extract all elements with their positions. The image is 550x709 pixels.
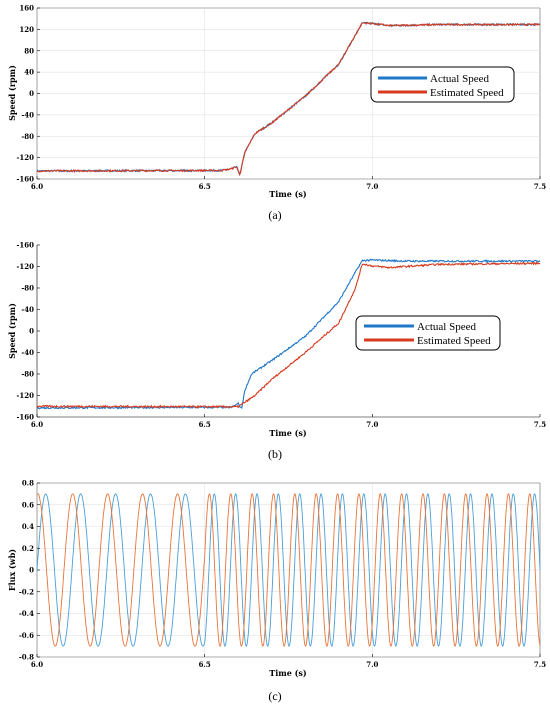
x-tick-label: 6.0 bbox=[31, 660, 43, 669]
y-tick-label: -120 bbox=[16, 391, 34, 400]
y-tick-label: 0 bbox=[29, 327, 34, 336]
y-tick-label: -160 bbox=[16, 175, 34, 184]
y-tick-label: -160 bbox=[16, 413, 34, 422]
panel-b-legend-label-actual: Actual Speed bbox=[417, 321, 476, 333]
y-tick-label: 0.4 bbox=[22, 522, 34, 531]
panel-c-y-tick-labels: 0.8 0.6 0.4 0.2 0 -0.2 -0.4 -0.6 -0.8 bbox=[19, 479, 40, 662]
x-tick-label: 7.0 bbox=[366, 420, 378, 429]
panel-b-caption: (b) bbox=[268, 447, 282, 461]
x-tick-label: 6.0 bbox=[31, 420, 43, 429]
panel-b-y-tick-labels: -160 -120 -80 -40 0 -40 -80 -120 -160 bbox=[16, 241, 40, 422]
panel-b: -160 -120 -80 -40 0 -40 -80 -120 -160 6.0 6.5 7.0 7… bbox=[7, 241, 546, 462]
panel-a-legend: Actual Speed Estimated Speed bbox=[370, 66, 515, 103]
y-tick-label: 0.6 bbox=[22, 500, 34, 509]
y-tick-label: 0 bbox=[29, 566, 34, 575]
y-tick-label: -80 bbox=[21, 370, 34, 379]
panel-a-legend-label-estimated: Estimated Speed bbox=[430, 87, 504, 99]
panel-a-series bbox=[36, 21, 541, 176]
y-tick-label: -0.6 bbox=[19, 631, 34, 640]
panel-b-x-tick-labels: 6.0 6.5 7.0 7.5 bbox=[31, 414, 546, 429]
x-tick-label: 6.0 bbox=[31, 182, 43, 191]
x-tick-label: 6.5 bbox=[199, 182, 211, 191]
y-tick-label: 120 bbox=[19, 25, 34, 34]
x-tick-label: 7.0 bbox=[366, 182, 378, 191]
x-tick-label: 6.5 bbox=[199, 660, 211, 669]
y-tick-label: -80 bbox=[21, 132, 34, 141]
y-tick-label: 80 bbox=[24, 46, 34, 55]
panel-c-caption: (c) bbox=[268, 689, 281, 703]
series-line-estimated-speed bbox=[36, 21, 541, 176]
x-tick-label: 6.5 bbox=[199, 420, 211, 429]
y-tick-label: -120 bbox=[16, 262, 34, 271]
series-line-flux-b bbox=[36, 493, 541, 647]
y-tick-label: -120 bbox=[16, 153, 34, 162]
panel-b-legend-label-estimated: Estimated Speed bbox=[417, 335, 491, 347]
x-tick-label: 7.0 bbox=[366, 660, 378, 669]
x-tick-label: 7.5 bbox=[534, 420, 546, 429]
y-tick-label: -40 bbox=[21, 348, 34, 357]
panel-b-y-axis-label: Speed (rpm) bbox=[7, 303, 17, 359]
y-tick-label: -40 bbox=[21, 305, 34, 314]
panel-c-x-tick-labels: 6.0 6.5 7.0 7.5 bbox=[31, 654, 546, 669]
panel-c-series bbox=[36, 493, 541, 647]
panel-a: 160 120 80 40 0 -40 -80 -120 -160 6.0 6.5 7.0 7.5 T… bbox=[7, 4, 546, 223]
panel-a-x-axis-label: Time (s) bbox=[269, 189, 307, 199]
panel-c-grid bbox=[36, 482, 541, 658]
y-tick-label: -0.4 bbox=[19, 609, 34, 618]
y-tick-label: 40 bbox=[24, 68, 34, 77]
panel-a-x-tick-labels: 6.0 6.5 7.0 7.5 bbox=[31, 176, 546, 191]
y-tick-label: -40 bbox=[21, 110, 34, 119]
panel-b-series bbox=[36, 258, 541, 410]
series-line-estimated-speed bbox=[36, 261, 541, 409]
panel-a-y-axis-label: Speed (rpm) bbox=[7, 65, 17, 121]
y-tick-label: -0.8 bbox=[19, 653, 34, 662]
series-line-flux-a bbox=[36, 493, 541, 647]
y-tick-label: 0.8 bbox=[22, 479, 34, 488]
panel-a-caption: (a) bbox=[268, 208, 281, 222]
y-tick-label: -0.2 bbox=[19, 587, 34, 596]
panel-a-legend-label-actual: Actual Speed bbox=[430, 73, 489, 85]
x-tick-label: 7.5 bbox=[534, 182, 546, 191]
series-line-actual-speed bbox=[36, 258, 541, 410]
panel-c: 0.8 0.6 0.4 0.2 0 -0.2 -0.4 -0.6 -0.8 6.0 6.5 7.0 7… bbox=[7, 479, 546, 704]
y-tick-label: 160 bbox=[19, 4, 34, 13]
panel-a-y-tick-labels: 160 120 80 40 0 -40 -80 -120 -160 bbox=[16, 4, 40, 184]
y-tick-label: 0.2 bbox=[22, 544, 34, 553]
panel-c-x-axis-label: Time (s) bbox=[269, 668, 307, 678]
panel-b-x-axis-label: Time (s) bbox=[269, 428, 307, 438]
panel-c-y-axis-label: Flux (wb) bbox=[7, 549, 17, 591]
panel-b-legend: Actual Speed Estimated Speed bbox=[355, 315, 501, 351]
y-tick-label: 0 bbox=[29, 89, 34, 98]
y-tick-label: -160 bbox=[16, 241, 34, 250]
x-tick-label: 7.5 bbox=[534, 660, 546, 669]
y-tick-label: -80 bbox=[21, 284, 34, 293]
